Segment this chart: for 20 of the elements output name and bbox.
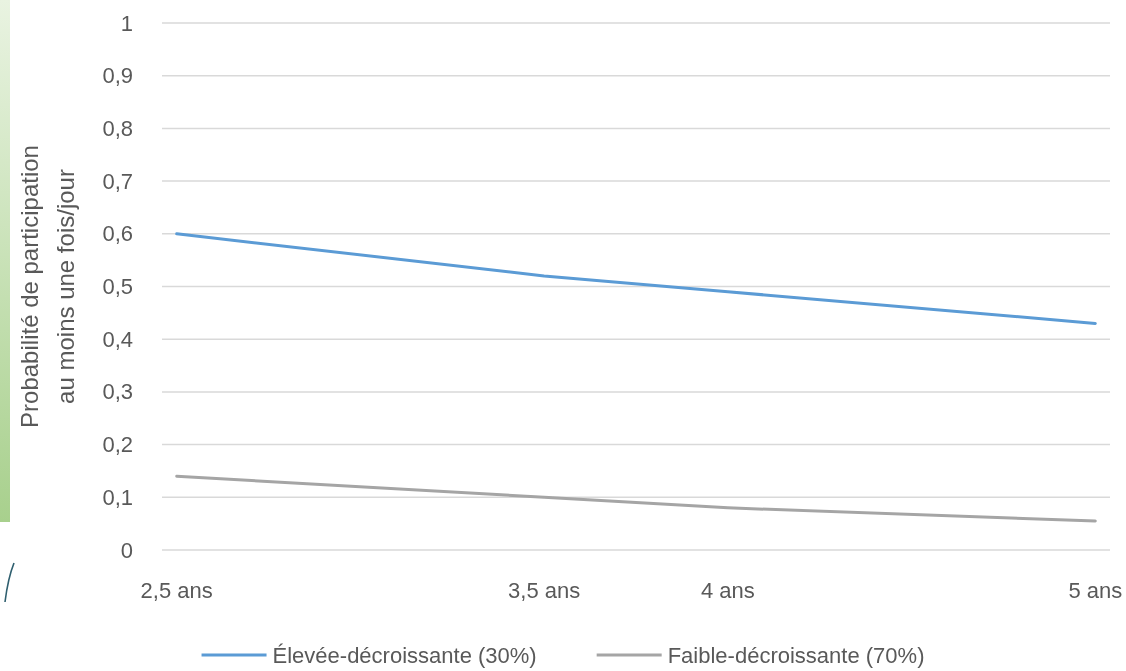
y-tick-label: 0,1 [102,484,133,510]
y-tick-label: 0,2 [102,432,133,458]
x-tick-label: 2,5 ans [140,577,213,603]
y-axis-title: Probabilité de participation au moins une fois/jour [16,145,79,428]
y-tick-label: 0 [120,537,133,563]
x-tick-label: 3,5 ans [508,577,581,603]
y-tick-label: 0,5 [102,274,133,299]
y-tick-label: 0,8 [102,115,133,141]
y-tick-label: 0,4 [102,326,133,352]
line-series [175,232,1097,325]
legend-label: Élevée-décroissante (30%) [272,642,537,668]
y-tick-label: 0,9 [102,63,133,89]
y-tick-label: 0,3 [102,379,133,405]
legend-label: Faible-décroissante (70%) [667,642,925,668]
y-tick-label: 1 [120,10,133,36]
line-series [175,474,1097,523]
x-tick-label: 4 ans [700,577,755,603]
x-tick-label: 5 ans [1068,577,1123,603]
y-tick-label: 0,7 [102,168,133,194]
y-tick-label: 0,6 [102,221,133,247]
